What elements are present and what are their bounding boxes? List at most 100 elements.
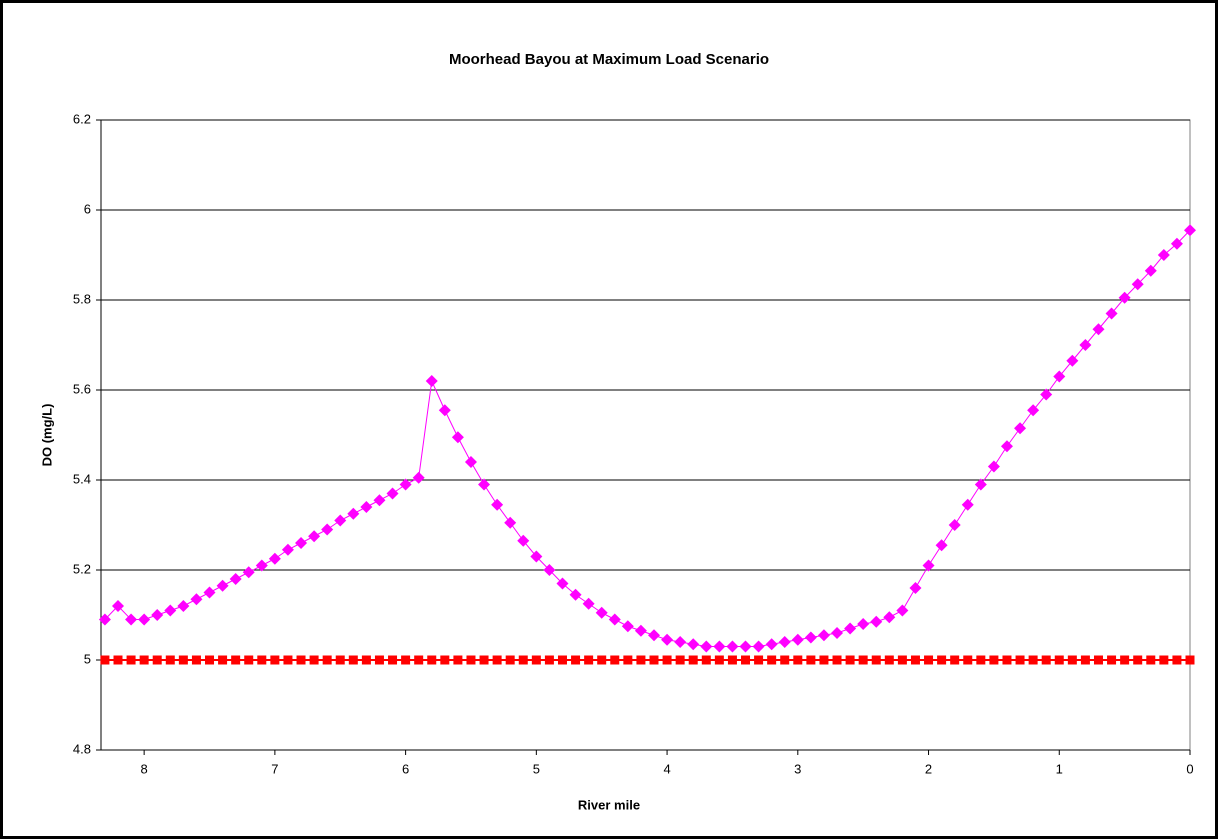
point-marker [1120, 655, 1130, 665]
y-tick-label: 6 [84, 201, 91, 216]
point-marker [754, 655, 764, 665]
point-marker [427, 655, 437, 665]
point-marker [360, 501, 373, 513]
point-marker [479, 655, 489, 665]
point-marker [634, 624, 647, 637]
point-marker [111, 600, 124, 612]
point-marker [778, 636, 791, 648]
y-tick-label: 5 [84, 651, 91, 666]
point-marker [688, 655, 698, 665]
point-marker [1067, 655, 1077, 665]
point-marker [647, 629, 660, 642]
point-marker [139, 655, 149, 665]
point-marker [125, 613, 138, 626]
point-marker [296, 655, 306, 665]
point-marker [100, 655, 110, 665]
point-marker [205, 655, 215, 665]
point-marker [113, 655, 123, 665]
point-marker [1144, 264, 1157, 277]
y-tick-label: 5.2 [73, 561, 91, 576]
point-marker [451, 431, 464, 444]
point-marker [922, 559, 935, 572]
point-marker [178, 655, 188, 665]
point-marker [597, 655, 607, 665]
point-marker [948, 519, 961, 531]
y-tick-label: 5.6 [73, 381, 91, 396]
point-marker [1118, 291, 1131, 304]
point-marker [1027, 404, 1040, 417]
point-marker [466, 655, 476, 665]
point-marker [1079, 339, 1092, 351]
point-marker [531, 655, 541, 665]
point-marker [687, 638, 700, 651]
point-marker [897, 655, 907, 665]
point-marker [557, 655, 567, 665]
point-marker [661, 633, 674, 646]
point-marker [165, 655, 175, 665]
x-axis-label: River mile [578, 797, 640, 812]
point-marker [883, 611, 896, 624]
point-marker [335, 655, 345, 665]
point-marker [386, 487, 399, 500]
point-marker [935, 539, 948, 552]
point-marker [414, 655, 424, 665]
y-tick-label: 6.2 [73, 111, 91, 126]
point-marker [373, 494, 386, 507]
point-marker [1093, 655, 1103, 665]
x-tick-label: 6 [402, 761, 409, 776]
point-marker [1040, 388, 1053, 401]
point-marker [1159, 655, 1169, 665]
point-marker [675, 655, 685, 665]
point-marker [138, 613, 151, 626]
point-marker [505, 655, 515, 665]
point-marker [399, 478, 412, 491]
point-marker [322, 655, 332, 665]
point-marker [621, 620, 634, 633]
point-marker [963, 655, 973, 665]
point-marker [780, 655, 790, 665]
point-marker [126, 655, 136, 665]
point-marker [987, 460, 1000, 473]
point-marker [832, 655, 842, 665]
point-marker [231, 655, 241, 665]
point-marker [910, 655, 920, 665]
point-marker [268, 552, 281, 565]
y-tick-label: 5.8 [73, 291, 91, 306]
x-tick-label: 0 [1186, 761, 1193, 776]
point-marker [924, 655, 934, 665]
point-marker [1066, 354, 1079, 367]
point-marker [989, 655, 999, 665]
point-marker [806, 655, 816, 665]
x-tick-label: 4 [663, 761, 670, 776]
point-marker [793, 655, 803, 665]
point-marker [844, 622, 857, 635]
point-marker [1054, 655, 1064, 665]
point-marker [412, 471, 425, 484]
point-marker [464, 456, 477, 468]
point-marker [1080, 655, 1090, 665]
point-marker [1015, 655, 1025, 665]
point-marker [309, 655, 319, 665]
point-marker [649, 655, 659, 665]
point-marker [1105, 307, 1118, 320]
point-marker [152, 655, 162, 665]
point-marker [492, 655, 502, 665]
point-marker [976, 655, 986, 665]
point-marker [1092, 323, 1105, 336]
point-marker [858, 655, 868, 665]
point-marker [662, 655, 672, 665]
plot-area [100, 119, 1191, 751]
point-marker [974, 478, 987, 491]
point-marker [909, 582, 922, 594]
point-marker [1185, 655, 1195, 665]
point-marker [321, 523, 334, 536]
point-marker [401, 655, 411, 665]
point-marker [453, 655, 463, 665]
point-marker [701, 655, 711, 665]
series [100, 655, 1195, 665]
point-marker [571, 655, 581, 665]
point-marker [1170, 237, 1183, 250]
point-marker [388, 655, 398, 665]
point-marker [216, 579, 229, 592]
